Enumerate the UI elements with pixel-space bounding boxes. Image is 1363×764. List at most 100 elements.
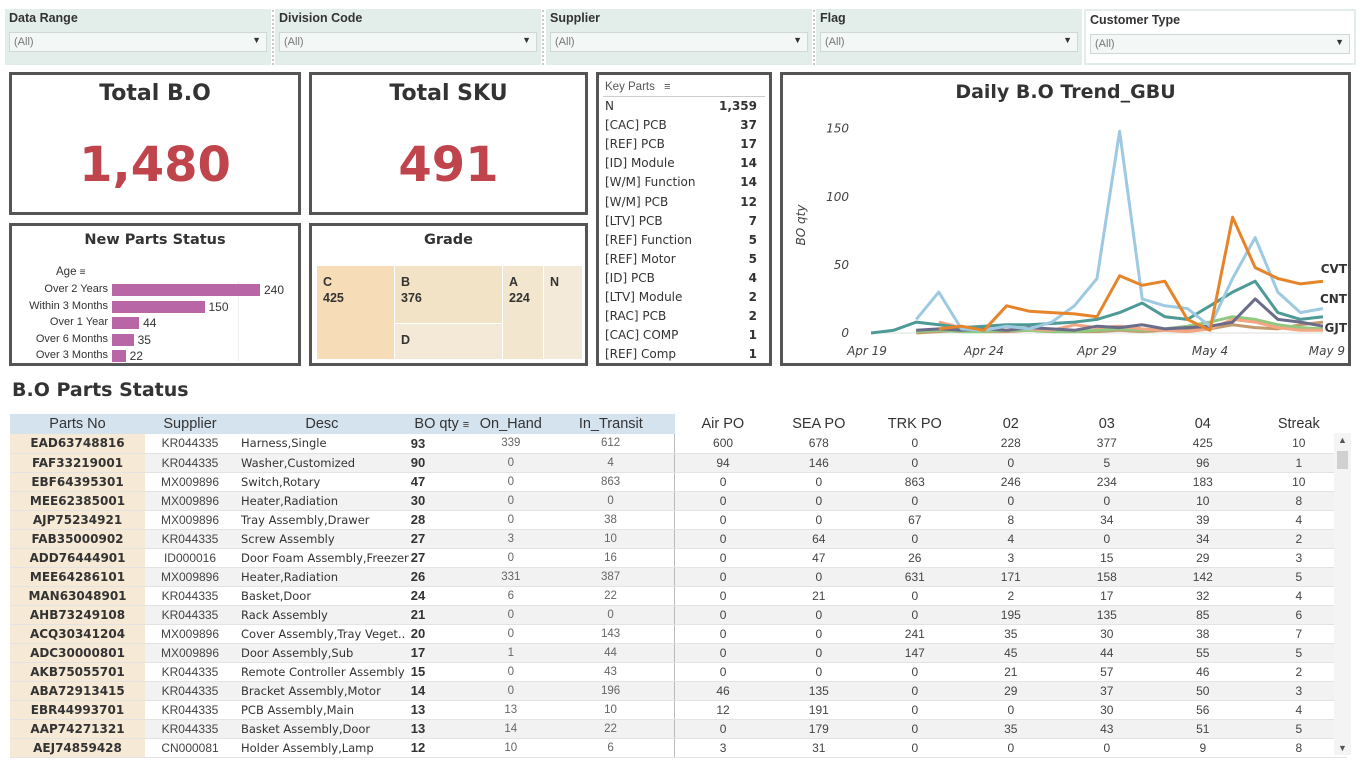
table-row[interactable]: ADC30000801 MX009896 Door Assembly,Sub 17 1 4… — [10, 643, 1347, 663]
col-header-04[interactable]: 04 — [1154, 414, 1251, 434]
cell-in-transit: 4 — [546, 453, 675, 473]
col-header-parts-no[interactable]: Parts No — [10, 414, 145, 434]
cell-02: 8 — [962, 510, 1059, 530]
table-row[interactable]: EAD63748816 KR044335 Harness,Single 93 339 61… — [10, 434, 1347, 454]
key-part-name: [RAC] PCB — [605, 309, 667, 324]
cell-on-hand: 0 — [474, 548, 547, 568]
col-header-air-po[interactable]: Air PO — [674, 414, 771, 434]
sort-icon[interactable]: ≡ — [462, 419, 470, 431]
grade-tile-c[interactable]: C 425 — [317, 266, 394, 359]
sort-icon[interactable]: ≡ — [664, 81, 671, 93]
key-parts-row[interactable]: [CAC] PCB 37 — [605, 118, 757, 137]
col-header-02[interactable]: 02 — [962, 414, 1059, 434]
filter-dropdown[interactable]: (All) ▼ — [279, 32, 537, 52]
col-header-streak[interactable]: Streak — [1250, 414, 1347, 434]
section-title: B.O Parts Status — [12, 379, 189, 401]
key-parts-row[interactable]: [REF] PCB 17 — [605, 137, 757, 156]
table-row[interactable]: AEJ74859428 CN000081 Holder Assembly,Lamp 1… — [10, 738, 1347, 758]
key-parts-row[interactable]: N 1,359 — [605, 99, 757, 118]
table-row[interactable]: EBF64395301 MX009896 Switch,Rotary 47 0 863 0 0… — [10, 472, 1347, 492]
table-row[interactable]: AAP74271321 KR044335 Basket Assembly,Door 1… — [10, 719, 1347, 739]
bar[interactable] — [112, 300, 205, 313]
new-parts-row[interactable]: Within 3 Months 150 — [12, 300, 292, 314]
key-part-name: [ID] PCB — [605, 270, 655, 285]
key-parts-row[interactable]: [REF] Comp 1 — [605, 347, 757, 366]
table-row[interactable]: ADD76444901 ID000016 Door Foam Assembly,Fr… — [10, 548, 1347, 568]
scroll-down-icon[interactable]: ▼ — [1338, 743, 1347, 753]
cell-sea-po: 0 — [770, 605, 867, 625]
scrollbar-thumb[interactable] — [1337, 451, 1348, 469]
col-header-desc[interactable]: Desc — [235, 414, 409, 434]
table-row[interactable]: MEE64286101 MX009896 Heater,Radiation 26 331… — [10, 567, 1347, 587]
key-parts-row[interactable]: [LTV] Module 2 — [605, 290, 757, 309]
table-row[interactable]: AHB73249108 KR044335 Rack Assembly 21 0 0 0 0 0 1… — [10, 605, 1347, 625]
table-row[interactable]: AJP75234921 MX009896 Tray Assembly,Drawer 2… — [10, 510, 1347, 530]
table-row[interactable]: EBR44993701 KR044335 PCB Assembly,Main 13 13… — [10, 700, 1347, 720]
col-header-in-transit[interactable]: In_Transit — [546, 414, 675, 434]
bar[interactable] — [112, 350, 126, 362]
key-parts-row[interactable]: [ID] PCB 4 — [605, 271, 757, 290]
col-header-bo-qty[interactable]: BO qty ≡ — [408, 414, 475, 434]
cell-04: 183 — [1154, 472, 1251, 492]
cell-04: 29 — [1154, 548, 1251, 568]
new-parts-row[interactable]: Over 1 Year 44 — [12, 316, 292, 330]
grade-tile-d[interactable]: D — [395, 324, 502, 359]
key-parts-row[interactable]: [W/M] PCB 12 — [605, 195, 757, 214]
key-parts-row[interactable]: [LTV] PCB 7 — [605, 214, 757, 233]
key-part-value: 12 — [740, 194, 757, 209]
col-header-on-hand[interactable]: On_Hand — [474, 414, 547, 434]
tile-label: A — [509, 275, 519, 289]
col-header-sea-po[interactable]: SEA PO — [770, 414, 867, 434]
grade-tile-n[interactable]: N — [544, 266, 582, 359]
tile-value: 224 — [509, 291, 530, 305]
filter-dropdown[interactable]: (All) ▼ — [1090, 34, 1350, 54]
grade-tile-b[interactable]: B 376 — [395, 266, 502, 323]
table-row[interactable]: ACQ30341204 MX009896 Cover Assembly,Tray V… — [10, 624, 1347, 644]
key-parts-row[interactable]: [REF] Motor 5 — [605, 252, 757, 271]
filter-label: Data Range — [9, 11, 78, 25]
y-tick-label: 0 — [841, 326, 849, 340]
filter-dropdown[interactable]: (All) ▼ — [820, 32, 1078, 52]
cell-04: 55 — [1154, 643, 1251, 663]
key-parts-row[interactable]: [RAC] PCB 2 — [605, 309, 757, 328]
cell-streak: 4 — [1250, 700, 1347, 720]
cell-03: 234 — [1058, 472, 1155, 492]
cell-air-po: 94 — [674, 453, 771, 473]
filter-dropdown[interactable]: (All) ▼ — [550, 32, 808, 52]
bar[interactable] — [112, 317, 140, 329]
filter-label: Supplier — [550, 11, 601, 25]
cell-parts-no: AJP75234921 — [10, 510, 145, 530]
key-parts-row[interactable]: [ID] Module 14 — [605, 156, 757, 175]
table-row[interactable]: ABA72913415 KR044335 Bracket Assembly,Moto… — [10, 681, 1347, 701]
cell-air-po: 0 — [674, 662, 771, 682]
kpi-total-sku: Total SKU 491 — [309, 72, 588, 215]
table-row[interactable]: MAN63048901 KR044335 Basket,Door 24 6 22 0 21 0 2… — [10, 586, 1347, 606]
bar[interactable] — [112, 333, 134, 346]
key-parts-row[interactable]: [REF] Function 5 — [605, 233, 757, 252]
col-header-supplier[interactable]: Supplier — [145, 414, 235, 434]
table-row[interactable]: FAF33219001 KR044335 Washer,Customized 90 0 4… — [10, 453, 1347, 473]
cell-parts-no: ACQ30341204 — [10, 624, 145, 644]
chevron-down-icon: ▼ — [522, 35, 531, 45]
grade-tile-a[interactable]: A 224 — [503, 266, 543, 359]
cell-desc: Rack Assembly — [235, 605, 409, 625]
cell-supplier: KR044335 — [145, 586, 235, 606]
new-parts-status-panel: New Parts Status Age ≡ Over 2 Years 240 Wi… — [9, 223, 301, 366]
col-header-trk-po[interactable]: TRK PO — [866, 414, 963, 434]
table-row[interactable]: AKB75055701 KR044335 Remote Controller Ass… — [10, 662, 1347, 682]
filter-dropdown[interactable]: (All) ▼ — [9, 32, 267, 52]
key-parts-row[interactable]: [CAC] COMP 1 — [605, 328, 757, 347]
col-header-03[interactable]: 03 — [1058, 414, 1155, 434]
bar[interactable] — [112, 284, 260, 296]
table-row[interactable]: MEE62385001 MX009896 Heater,Radiation 30 0 0 0… — [10, 491, 1347, 511]
divider — [813, 10, 815, 65]
new-parts-row[interactable]: Over 3 Months 22 — [12, 349, 292, 363]
scroll-up-icon[interactable]: ▲ — [1338, 435, 1347, 445]
cell-03: 135 — [1058, 605, 1155, 625]
key-parts-row[interactable]: [W/M] Function 14 — [605, 175, 757, 194]
new-parts-row[interactable]: Over 6 Months 35 — [12, 333, 292, 347]
sort-icon[interactable]: ≡ — [79, 267, 86, 278]
vertical-scrollbar[interactable]: ▲ ▼ — [1334, 433, 1351, 755]
new-parts-row[interactable]: Over 2 Years 240 — [12, 283, 292, 297]
table-row[interactable]: FAB35000902 KR044335 Screw Assembly 27 3 10 0 6… — [10, 529, 1347, 549]
